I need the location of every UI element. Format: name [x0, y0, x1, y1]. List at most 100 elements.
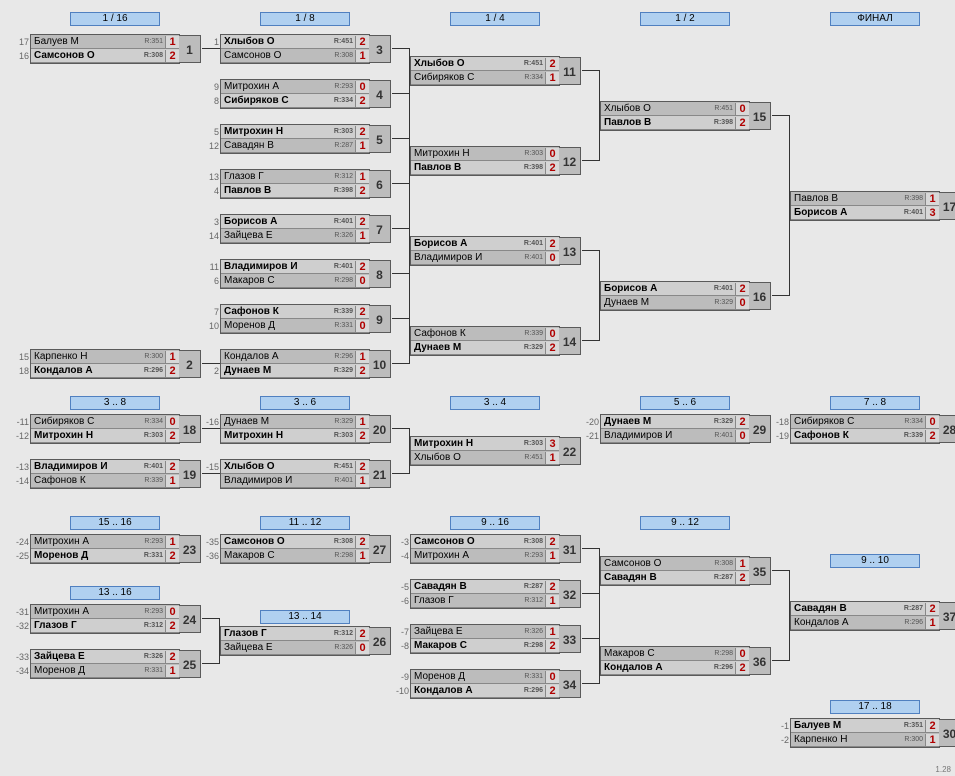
- player-name: Борисов А: [601, 283, 709, 294]
- match-row: Сафонов КR:3390: [411, 327, 559, 341]
- match-row: Дунаев МR:3292: [411, 341, 559, 355]
- match-row: Самсонов ОR:3081: [221, 49, 369, 63]
- player-rating: R:339: [899, 432, 925, 439]
- match-box: Сафонов КR:3390Дунаев МR:329214: [410, 326, 560, 356]
- round-header: 3 .. 6: [260, 396, 350, 410]
- match-box: 98Митрохин АR:2930Сибиряков СR:33424: [220, 79, 370, 109]
- match-row: Глазов ГR:3121: [221, 170, 369, 184]
- match-row: Кондалов АR:2962: [411, 684, 559, 698]
- match-row: Кондалов АR:2961: [221, 350, 369, 364]
- player-name: Самсонов О: [31, 50, 139, 61]
- bracket-line: [772, 115, 790, 296]
- player-score: 1: [355, 416, 369, 428]
- player-rating: R:331: [139, 552, 165, 559]
- seed: -32: [9, 619, 29, 633]
- player-rating: R:298: [329, 552, 355, 559]
- match-row: Сибиряков СR:3341: [411, 71, 559, 85]
- player-score: 1: [545, 452, 559, 464]
- player-name: Макаров С: [221, 275, 329, 286]
- seed: -7: [389, 625, 409, 639]
- player-score: 0: [735, 103, 749, 115]
- player-score: 0: [355, 275, 369, 287]
- player-name: Митрохин Н: [411, 438, 519, 449]
- player-rating: R:401: [709, 285, 735, 292]
- player-score: 2: [545, 238, 559, 250]
- player-score: 2: [925, 430, 939, 442]
- player-rating: R:296: [139, 367, 165, 374]
- bracket-line: [202, 473, 220, 474]
- match-box: Савадян ВR:2872Кондалов АR:296137: [790, 601, 940, 631]
- player-score: 1: [545, 550, 559, 562]
- player-rating: R:401: [519, 254, 545, 261]
- match-row: Митрохин НR:3033: [411, 437, 559, 451]
- player-score: 2: [545, 342, 559, 354]
- player-score: 2: [735, 572, 749, 584]
- match-box: Хлыбов ОR:4510Павлов ВR:398215: [600, 101, 750, 131]
- match-row: Глазов ГR:3121: [411, 594, 559, 608]
- match-row: Митрохин НR:3032: [221, 429, 369, 443]
- player-name: Борисов А: [411, 238, 519, 249]
- match-row: Митрохин АR:2931: [411, 549, 559, 563]
- round-header: 13 .. 16: [70, 586, 160, 600]
- player-rating: R:334: [139, 418, 165, 425]
- match-box: -7-8Зайцева ЕR:3261Макаров СR:298233: [410, 624, 560, 654]
- player-score: 2: [545, 640, 559, 652]
- seed: -9: [389, 670, 409, 684]
- player-rating: R:334: [519, 74, 545, 81]
- player-rating: R:312: [329, 173, 355, 180]
- player-name: Сафонов К: [221, 306, 329, 317]
- seed: -12: [9, 429, 29, 443]
- seed: -25: [9, 549, 29, 563]
- match-box: -20-21Дунаев МR:3292Владимиров ИR:401029: [600, 414, 750, 444]
- player-rating: R:401: [139, 463, 165, 470]
- player-rating: R:451: [329, 38, 355, 45]
- player-score: 1: [165, 536, 179, 548]
- match-box: Макаров СR:2980Кондалов АR:296236: [600, 646, 750, 676]
- match-box: Самсонов ОR:3081Савадян ВR:287235: [600, 556, 750, 586]
- match-row: Самсонов ОR:3081: [601, 557, 749, 571]
- player-name: Владимиров И: [601, 430, 709, 441]
- match-id: 10: [369, 350, 391, 378]
- player-name: Сибиряков С: [221, 95, 329, 106]
- player-rating: R:293: [519, 552, 545, 559]
- match-row: Митрохин НR:3032: [221, 125, 369, 139]
- player-rating: R:401: [709, 432, 735, 439]
- player-score: 0: [925, 416, 939, 428]
- bracket-line: [202, 663, 220, 664]
- player-name: Балуев М: [31, 36, 139, 47]
- match-row: Сибиряков СR:3340: [791, 415, 939, 429]
- round-header: 11 .. 12: [260, 516, 350, 530]
- player-rating: R:308: [329, 538, 355, 545]
- player-rating: R:326: [329, 644, 355, 651]
- match-box: -31-32Митрохин АR:2930Глазов ГR:312224: [30, 604, 180, 634]
- player-score: 2: [355, 306, 369, 318]
- player-name: Митрохин А: [411, 550, 519, 561]
- player-rating: R:303: [519, 150, 545, 157]
- match-row: Владимиров ИR:4010: [601, 429, 749, 443]
- seed: -11: [9, 415, 29, 429]
- player-name: Самсонов О: [221, 50, 329, 61]
- match-box: -3-4Самсонов ОR:3082Митрохин АR:293131: [410, 534, 560, 564]
- round-header: ФИНАЛ: [830, 12, 920, 26]
- round-header: 7 .. 8: [830, 396, 920, 410]
- match-box: -5-6Савадян ВR:2872Глазов ГR:312132: [410, 579, 560, 609]
- player-name: Митрохин Н: [221, 126, 329, 137]
- match-id: 17: [939, 192, 955, 220]
- player-name: Владимиров И: [221, 475, 329, 486]
- player-rating: R:401: [519, 240, 545, 247]
- match-box: 116Владимиров ИR:4012Макаров СR:29808: [220, 259, 370, 289]
- player-rating: R:351: [139, 38, 165, 45]
- match-id: 34: [559, 670, 581, 698]
- player-name: Моренов Д: [31, 550, 139, 561]
- seed: -3: [389, 535, 409, 549]
- seed: -4: [389, 549, 409, 563]
- player-rating: R:334: [329, 97, 355, 104]
- player-name: Глазов Г: [411, 595, 519, 606]
- player-rating: R:451: [519, 454, 545, 461]
- player-rating: R:331: [329, 322, 355, 329]
- player-rating: R:312: [519, 597, 545, 604]
- match-row: Макаров СR:2980: [221, 274, 369, 288]
- match-row: Макаров СR:2980: [601, 647, 749, 661]
- match-id: 26: [369, 627, 391, 655]
- match-row: Макаров СR:2981: [221, 549, 369, 563]
